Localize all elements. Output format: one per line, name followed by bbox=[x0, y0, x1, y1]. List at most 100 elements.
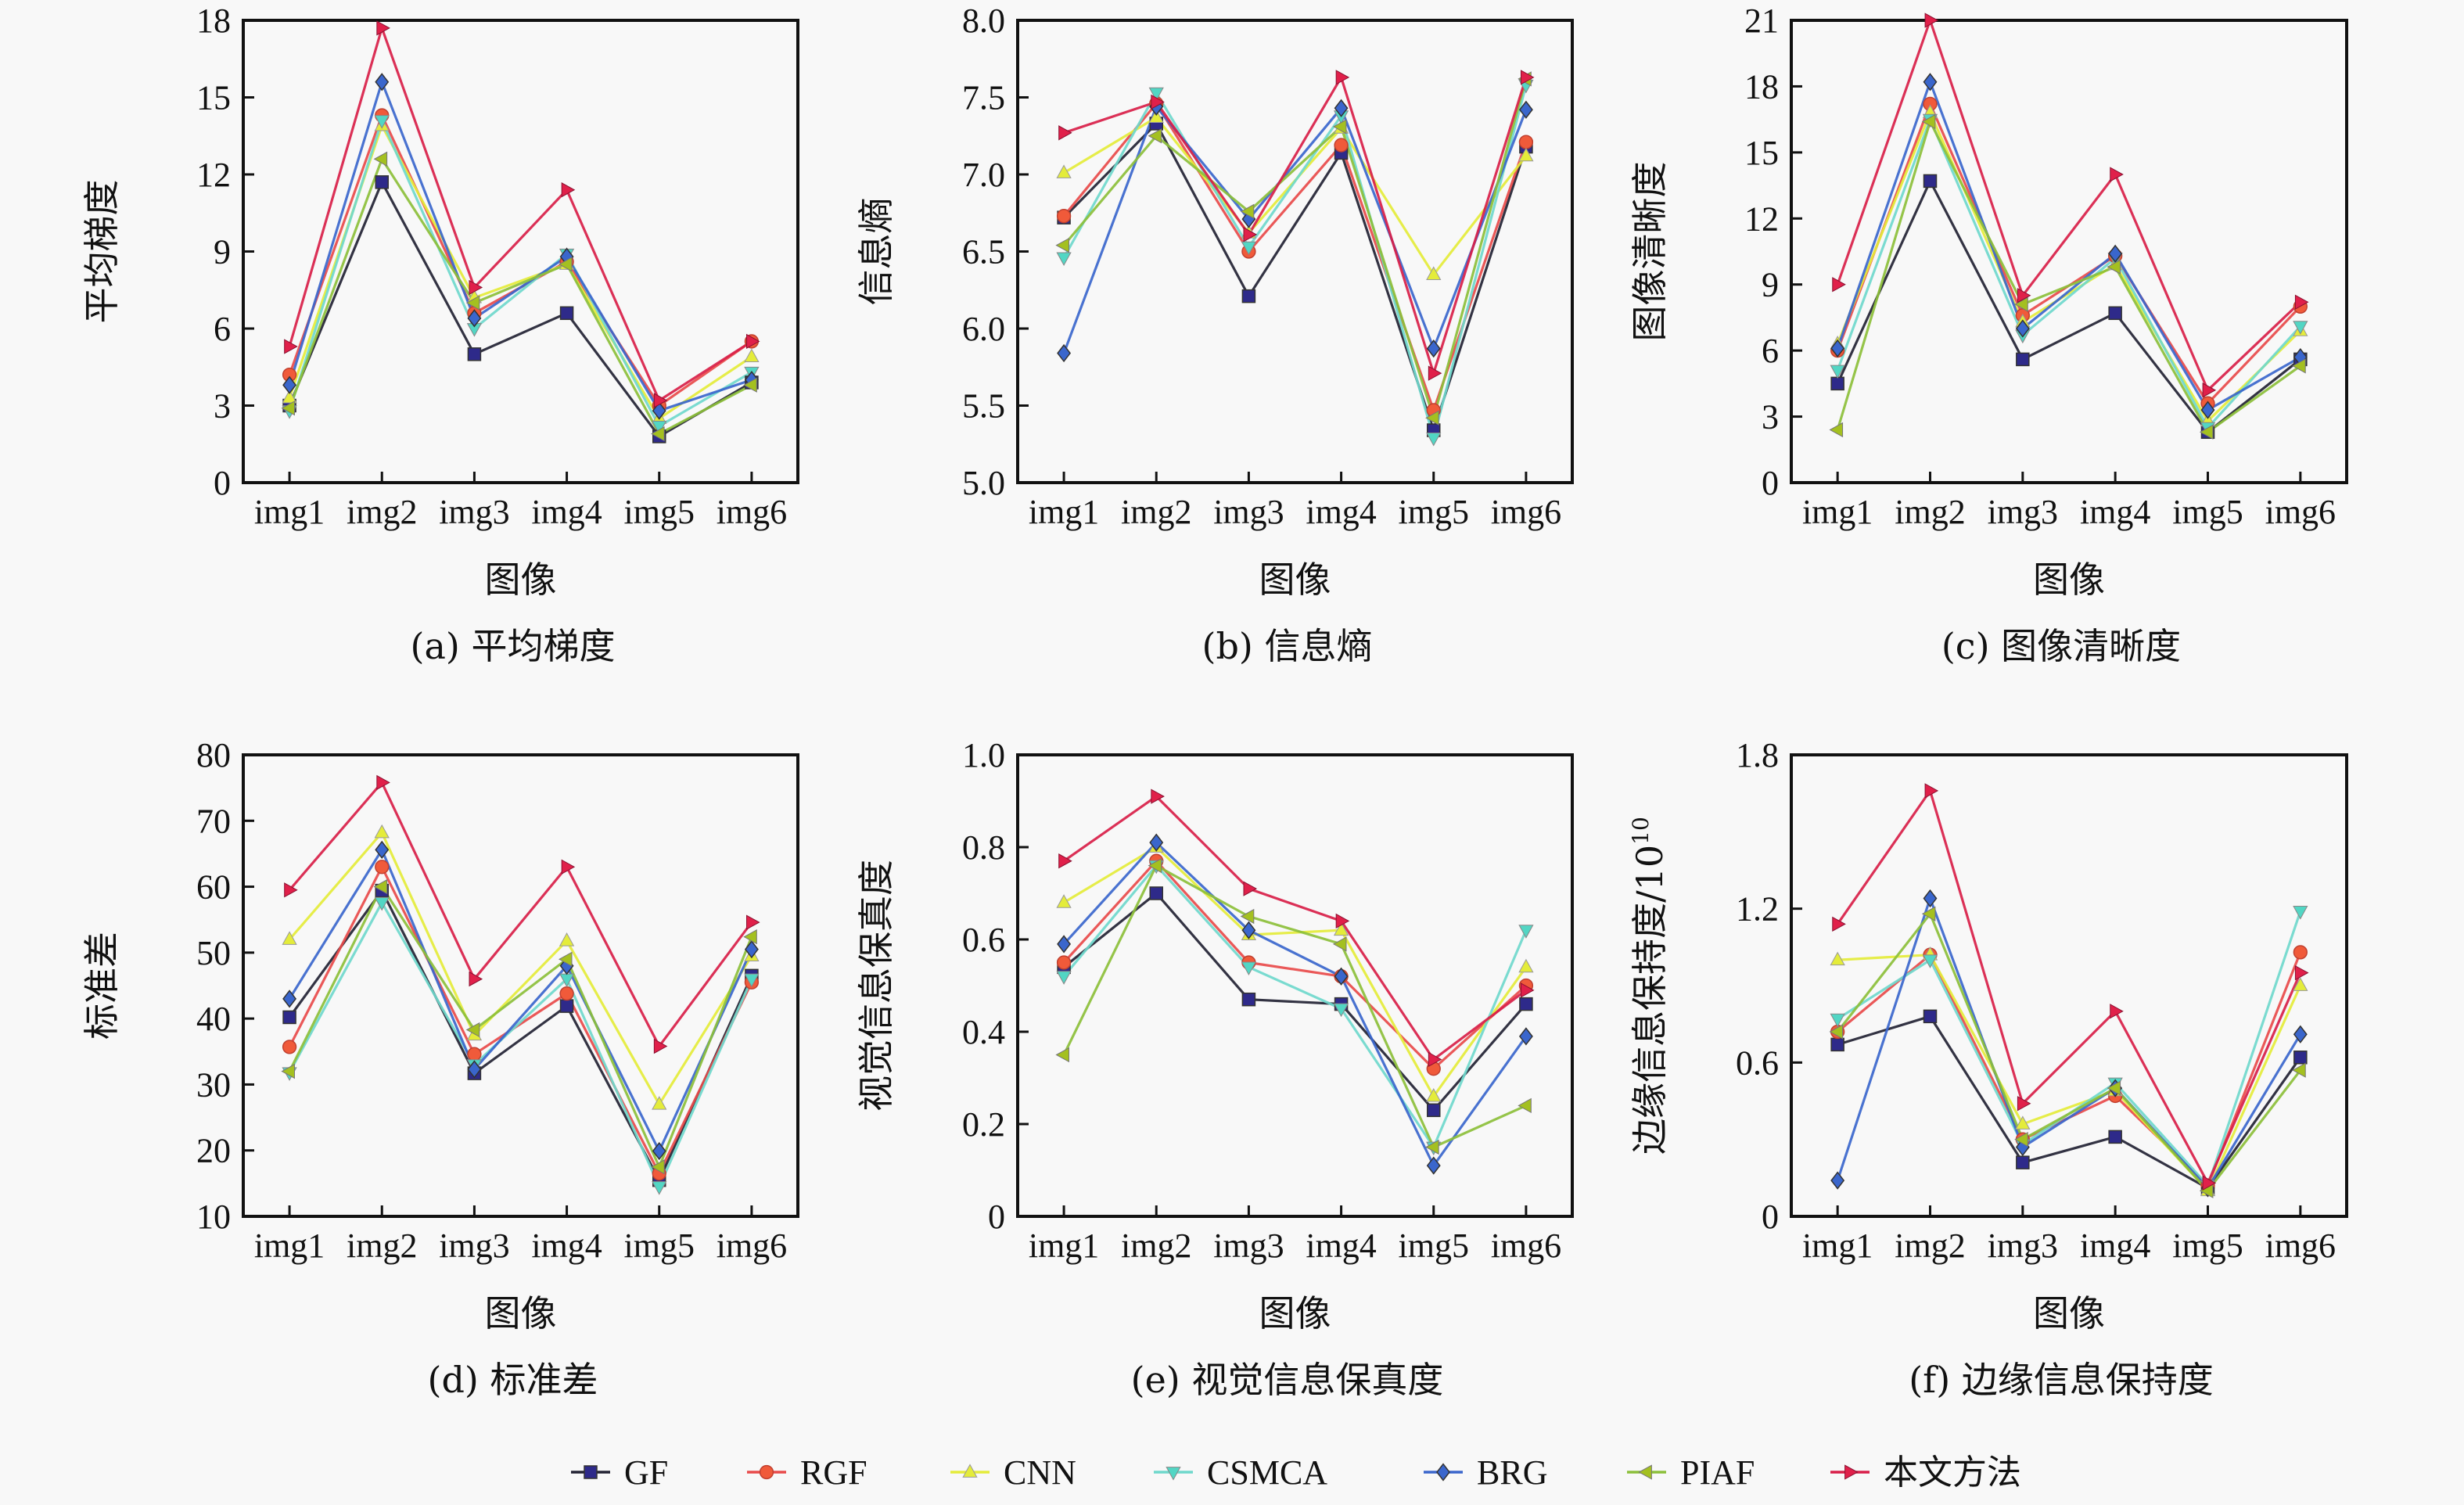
x-tick-label: img2 bbox=[1895, 1227, 1965, 1265]
data-point-brg bbox=[467, 309, 482, 328]
x-tick-label: img2 bbox=[1121, 1227, 1191, 1265]
data-point-proposed bbox=[376, 20, 390, 36]
x-tick-label: img3 bbox=[1213, 1227, 1284, 1265]
y-tick-label: 40 bbox=[196, 1000, 231, 1038]
y-tick-label: 9 bbox=[214, 233, 231, 271]
data-point-piaf bbox=[2014, 296, 2028, 312]
chart-caption: (a) 平均梯度 bbox=[411, 625, 616, 667]
y-tick-label: 0 bbox=[1762, 464, 1779, 502]
y-tick-label: 60 bbox=[196, 868, 231, 907]
data-point-csmca bbox=[1148, 87, 1164, 102]
y-axis-title-text: 信息熵 bbox=[855, 198, 897, 306]
data-point-piaf bbox=[465, 1022, 480, 1038]
data-point-gf bbox=[1241, 289, 1256, 304]
y-tick-label: 18 bbox=[1744, 67, 1779, 106]
chart-f: 0 0.6 1.2 1.8 img1 img2 img3 img4 img5 img6 图像 边缘信息… bbox=[1628, 736, 2348, 1401]
data-point-proposed bbox=[2294, 294, 2309, 310]
data-point-brg bbox=[2108, 244, 2123, 263]
data-point-brg bbox=[1923, 889, 1938, 908]
series-line-cnn bbox=[1837, 954, 2302, 1192]
y-axis-title: 视觉信息保真度 bbox=[855, 860, 897, 1112]
data-point-gf bbox=[2016, 1155, 2030, 1169]
series-markers bbox=[1829, 13, 2309, 440]
y-tick-label: 1.8 bbox=[1736, 736, 1779, 774]
data-point-brg bbox=[1426, 1156, 1441, 1175]
data-point-proposed bbox=[561, 859, 576, 875]
y-tick-label: 20 bbox=[196, 1132, 231, 1170]
data-point-proposed bbox=[561, 182, 576, 198]
chart-b: 5.0 5.5 6.0 6.5 7.0 7.5 8.0 img1 img2 img3 img4 img… bbox=[855, 2, 1574, 667]
data-point-cnn bbox=[744, 348, 760, 363]
y-tick-label: 0.4 bbox=[962, 1013, 1005, 1051]
y-tick-label: 7.5 bbox=[962, 79, 1005, 117]
data-point-brg bbox=[1426, 339, 1441, 358]
y-tick-label: 10 bbox=[196, 1198, 231, 1236]
data-point-proposed bbox=[1924, 783, 1939, 799]
x-axis-title: 图像 bbox=[485, 1292, 557, 1334]
data-point-csmca bbox=[1241, 241, 1257, 256]
data-point-cnn bbox=[1830, 951, 1845, 966]
data-point-proposed bbox=[1428, 1051, 1442, 1068]
series-markers bbox=[1829, 783, 2309, 1198]
data-point-piaf bbox=[2107, 1080, 2121, 1096]
data-point-cnn bbox=[1426, 266, 1442, 280]
y-tick-label: 3 bbox=[1762, 398, 1779, 436]
data-point-gf bbox=[2016, 352, 2030, 367]
legend-label: CSMCA bbox=[1207, 1453, 1327, 1492]
x-tick-label: img6 bbox=[1491, 493, 1561, 531]
data-point-proposed bbox=[1243, 227, 1258, 242]
data-point-proposed bbox=[1151, 94, 1165, 110]
y-tick-label: 15 bbox=[1744, 134, 1779, 172]
data-point-cnn bbox=[1518, 958, 1534, 973]
data-point-brg bbox=[2200, 400, 2215, 419]
y-tick-label: 5.5 bbox=[962, 387, 1005, 426]
series-lines bbox=[1062, 795, 1528, 1167]
series-line-cnn bbox=[1063, 846, 1528, 1098]
y-tick-label: 0.6 bbox=[962, 921, 1005, 959]
series-lines bbox=[1836, 789, 2302, 1192]
data-point-brg bbox=[467, 1060, 482, 1079]
data-point-proposed bbox=[376, 774, 390, 791]
x-tick-label: img6 bbox=[2265, 493, 2336, 531]
data-point-brg bbox=[1057, 935, 1072, 954]
x-tick-label: img4 bbox=[1306, 493, 1376, 531]
x-axis-title: 图像 bbox=[2033, 559, 2105, 601]
x-tick-label: img1 bbox=[1029, 1227, 1099, 1265]
x-tick-label: img4 bbox=[2080, 1227, 2150, 1265]
data-point-proposed bbox=[1335, 913, 1350, 929]
y-tick-label: 6 bbox=[1762, 332, 1779, 370]
data-point-csmca bbox=[2293, 321, 2308, 335]
chart-a: 0 3 6 9 12 15 18 img1 img2 img3 img4 img5 img6 图像 平均梯度… bbox=[81, 2, 799, 667]
data-point-csmca bbox=[1333, 1003, 1349, 1018]
x-tick-label: img5 bbox=[624, 493, 695, 531]
data-point-brg bbox=[1518, 1027, 1533, 1046]
data-point-cnn bbox=[1056, 164, 1072, 178]
series-line-gf bbox=[288, 889, 753, 1182]
data-point-proposed bbox=[469, 971, 483, 987]
data-point-piaf bbox=[558, 951, 573, 967]
y-axis-title-text: 视觉信息保真度 bbox=[855, 860, 897, 1112]
data-point-proposed bbox=[284, 339, 298, 354]
chart-caption: (e) 视觉信息保真度 bbox=[1131, 1359, 1444, 1401]
y-tick-label: 15 bbox=[196, 79, 231, 117]
data-point-csmca bbox=[1056, 252, 1072, 267]
series-line-brg bbox=[1062, 841, 1528, 1167]
y-axis-title-text: 平均梯度 bbox=[81, 180, 123, 324]
data-point-gf bbox=[282, 1010, 296, 1025]
x-tick-label: img6 bbox=[717, 493, 787, 531]
data-point-brg bbox=[1923, 73, 1938, 92]
data-point-rgf bbox=[282, 1040, 297, 1054]
y-tick-label: 0.6 bbox=[1736, 1043, 1779, 1082]
x-tick-label: img1 bbox=[1802, 1227, 1873, 1265]
series-line-proposed bbox=[288, 781, 753, 1048]
series-lines bbox=[1062, 76, 1528, 440]
series-line-piaf bbox=[288, 157, 752, 436]
series-line-gf bbox=[1063, 892, 1528, 1112]
y-axis-title: 图像清晰度 bbox=[1629, 162, 1671, 342]
data-point-proposed bbox=[1335, 70, 1350, 85]
data-point-proposed bbox=[1521, 982, 1535, 998]
legend-label: BRG bbox=[1477, 1453, 1547, 1492]
y-tick-label: 0.8 bbox=[962, 828, 1005, 867]
data-point-brg bbox=[1241, 921, 1256, 939]
data-point-brg bbox=[282, 375, 297, 394]
